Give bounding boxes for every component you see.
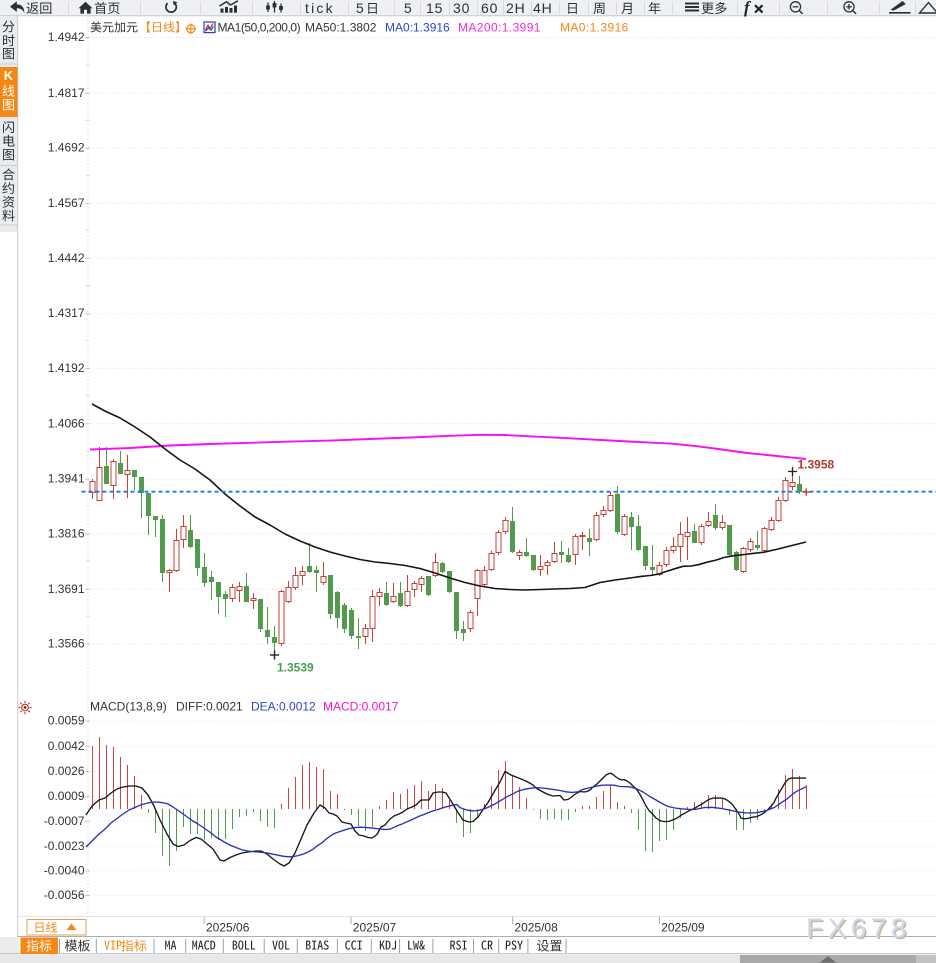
- svg-text:2025/09: 2025/09: [661, 921, 705, 935]
- svg-text:1.4192: 1.4192: [48, 361, 85, 375]
- svg-text:4H: 4H: [533, 0, 553, 16]
- svg-text:1.3539: 1.3539: [277, 661, 314, 675]
- svg-text:MACD(13,8,9): MACD(13,8,9): [90, 700, 167, 714]
- svg-text:60: 60: [481, 0, 498, 16]
- svg-text:1.3566: 1.3566: [48, 637, 85, 651]
- svg-text:0.0042: 0.0042: [48, 739, 85, 753]
- svg-text:15: 15: [426, 0, 443, 16]
- svg-text:1.3691: 1.3691: [48, 582, 85, 596]
- svg-text:DEA:0.0012: DEA:0.0012: [251, 700, 316, 714]
- svg-text:MA0:1.3916: MA0:1.3916: [385, 21, 450, 35]
- svg-text:2025/08: 2025/08: [514, 921, 558, 935]
- svg-text:K: K: [4, 68, 14, 83]
- svg-text:1.4567: 1.4567: [48, 196, 85, 210]
- svg-text:1.3941: 1.3941: [48, 472, 85, 486]
- svg-text:tick: tick: [305, 0, 335, 16]
- svg-text:1.4942: 1.4942: [48, 30, 85, 44]
- svg-text:2025/07: 2025/07: [353, 921, 397, 935]
- svg-text:0.0009: 0.0009: [48, 789, 85, 803]
- svg-text:MA50:1.3802: MA50:1.3802: [305, 21, 377, 35]
- svg-text:-0.0056: -0.0056: [44, 888, 85, 902]
- svg-text:FX678: FX678: [808, 914, 913, 945]
- svg-text:1.4066: 1.4066: [48, 416, 85, 430]
- svg-text:1.3816: 1.3816: [48, 526, 85, 540]
- svg-text:DIFF:0.0021: DIFF:0.0021: [176, 700, 243, 714]
- svg-text:5: 5: [356, 0, 364, 16]
- svg-text:0.0026: 0.0026: [48, 764, 85, 778]
- svg-text:-0.0023: -0.0023: [44, 839, 85, 853]
- svg-text:-0.0040: -0.0040: [44, 864, 85, 878]
- svg-text:-0.0007: -0.0007: [44, 814, 85, 828]
- svg-text:1.4692: 1.4692: [48, 141, 85, 155]
- svg-text:2025/06: 2025/06: [206, 921, 250, 935]
- svg-text:f: f: [744, 0, 752, 17]
- svg-text:1.4442: 1.4442: [48, 251, 85, 265]
- svg-text:MA1(50,0,200,0): MA1(50,0,200,0): [218, 21, 301, 35]
- svg-text:30: 30: [453, 0, 470, 16]
- svg-text:MACD:0.0017: MACD:0.0017: [323, 700, 399, 714]
- svg-text:1.4817: 1.4817: [48, 86, 85, 100]
- svg-text:1.4317: 1.4317: [48, 306, 85, 320]
- svg-text:0.0059: 0.0059: [48, 714, 85, 728]
- svg-text:MA0:1.3916: MA0:1.3916: [560, 21, 629, 35]
- svg-text:FX678: FX678: [806, 913, 911, 944]
- svg-text:MA200:1.3991: MA200:1.3991: [458, 21, 541, 35]
- svg-text:1.3958: 1.3958: [798, 458, 835, 472]
- svg-text:2H: 2H: [506, 0, 526, 16]
- svg-text:5: 5: [404, 0, 412, 16]
